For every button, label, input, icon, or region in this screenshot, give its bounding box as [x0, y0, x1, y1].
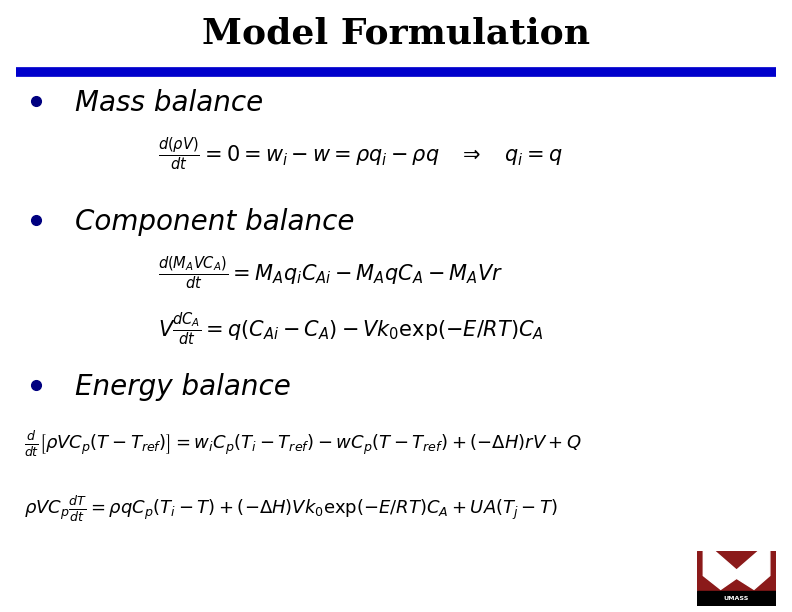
- Text: $\frac{d}{dt}\left[\rho V C_p (T - T_{ref})\right] = w_i C_p (T_i - T_{ref}) - w: $\frac{d}{dt}\left[\rho V C_p (T - T_{re…: [24, 429, 582, 458]
- Text: Component balance: Component balance: [75, 207, 355, 236]
- Text: Mass balance: Mass balance: [75, 89, 264, 117]
- Bar: [697, 551, 776, 591]
- Text: $V\frac{dC_A}{dt} = q(C_{Ai} - C_A) - Vk_0 \exp(-E/RT)C_A$: $V\frac{dC_A}{dt} = q(C_{Ai} - C_A) - Vk…: [158, 311, 544, 348]
- Text: UMASS: UMASS: [724, 596, 749, 601]
- Text: Model Formulation: Model Formulation: [202, 17, 590, 51]
- Text: $\rho V C_p \frac{dT}{dt} = \rho q C_p (T_i - T) + (-\Delta H) V k_0 \exp(-E/RT): $\rho V C_p \frac{dT}{dt} = \rho q C_p (…: [24, 494, 558, 524]
- Text: $\frac{d(\rho V)}{dt} = 0 = w_i - w = \rho q_i - \rho q \quad \Rightarrow \quad : $\frac{d(\rho V)}{dt} = 0 = w_i - w = \r…: [158, 136, 563, 173]
- Text: Energy balance: Energy balance: [75, 373, 291, 401]
- Polygon shape: [703, 551, 770, 589]
- Bar: [697, 591, 776, 606]
- Text: $\frac{d(M_A V C_A)}{dt} = M_A q_i C_{Ai} - M_A q C_A - M_A V r$: $\frac{d(M_A V C_A)}{dt} = M_A q_i C_{Ai…: [158, 255, 504, 292]
